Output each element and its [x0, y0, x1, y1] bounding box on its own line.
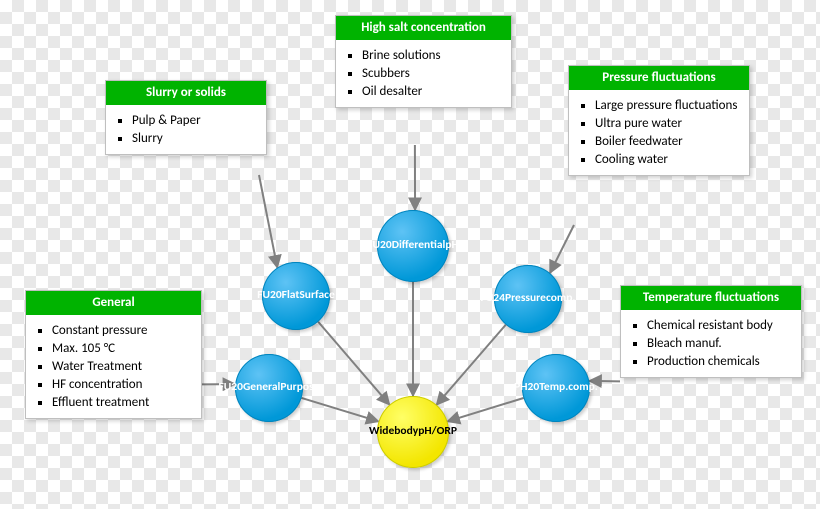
- card-pressure-list: Large pressure fluctuations Ultra pure wa…: [569, 98, 749, 167]
- list-item: Pulp & Paper: [132, 113, 256, 128]
- card-slurry-list: Pulp & Paper Slurry: [106, 113, 266, 146]
- card-temperature-header: Temperature fluctuations: [621, 286, 801, 310]
- list-item: Brine solutions: [362, 48, 501, 63]
- list-item: Scubbers: [362, 66, 501, 81]
- bubble-pressure-comp: FU24Pressurecomp.: [494, 265, 562, 333]
- connector-line: [259, 175, 277, 268]
- connector-line: [437, 325, 506, 405]
- list-item: Slurry: [132, 131, 256, 146]
- list-item: Bleach manuf.: [647, 336, 791, 351]
- list-item: HF concentration: [52, 377, 191, 392]
- connector-line: [550, 225, 574, 273]
- list-item: Chemical resistant body: [647, 318, 791, 333]
- list-item: Cooling water: [595, 152, 739, 167]
- connector-line: [302, 398, 379, 422]
- list-item: Large pressure fluctuations: [595, 98, 739, 113]
- list-item: Ultra pure water: [595, 116, 739, 131]
- card-slurry-header: Slurry or solids: [106, 81, 266, 105]
- list-item: Oil desalter: [362, 84, 501, 99]
- card-slurry: Slurry or solids Pulp & Paper Slurry: [105, 80, 267, 155]
- list-item: Water Treatment: [52, 359, 191, 374]
- card-general: General Constant pressure Max. 105 °C Wate…: [25, 290, 202, 419]
- bubble-differential: FU20DifferentialpH: [377, 210, 449, 282]
- card-temperature: Temperature fluctuations Chemical resist…: [620, 285, 802, 378]
- list-item: Effluent treatment: [52, 395, 191, 410]
- card-general-list: Constant pressure Max. 105 °C Water Treatm…: [26, 323, 201, 410]
- card-pressure: Pressure fluctuations Large pressure flu…: [568, 65, 750, 176]
- bubble-center: WidebodypH/ORP: [377, 396, 449, 468]
- card-general-header: General: [26, 291, 201, 315]
- connector-line: [318, 322, 389, 405]
- connector-line: [447, 398, 523, 421]
- card-salt-list: Brine solutions Scubbers Oil desalter: [336, 48, 511, 99]
- bubble-temp-comp: PH20Temp.comp.: [522, 354, 590, 422]
- list-item: Production chemicals: [647, 354, 791, 369]
- card-pressure-header: Pressure fluctuations: [569, 66, 749, 90]
- bubble-flat-surface: FU20FlatSurface: [262, 262, 330, 330]
- card-salt-header: High salt concentration: [336, 16, 511, 40]
- list-item: Constant pressure: [52, 323, 191, 338]
- bubble-general-purpose: FU20GeneralPurpose: [235, 354, 303, 422]
- card-temperature-list: Chemical resistant body Bleach manuf. Prod…: [621, 318, 801, 369]
- list-item: Boiler feedwater: [595, 134, 739, 149]
- list-item: Max. 105 °C: [52, 341, 191, 356]
- card-salt: High salt concentration Brine solutions S…: [335, 15, 512, 108]
